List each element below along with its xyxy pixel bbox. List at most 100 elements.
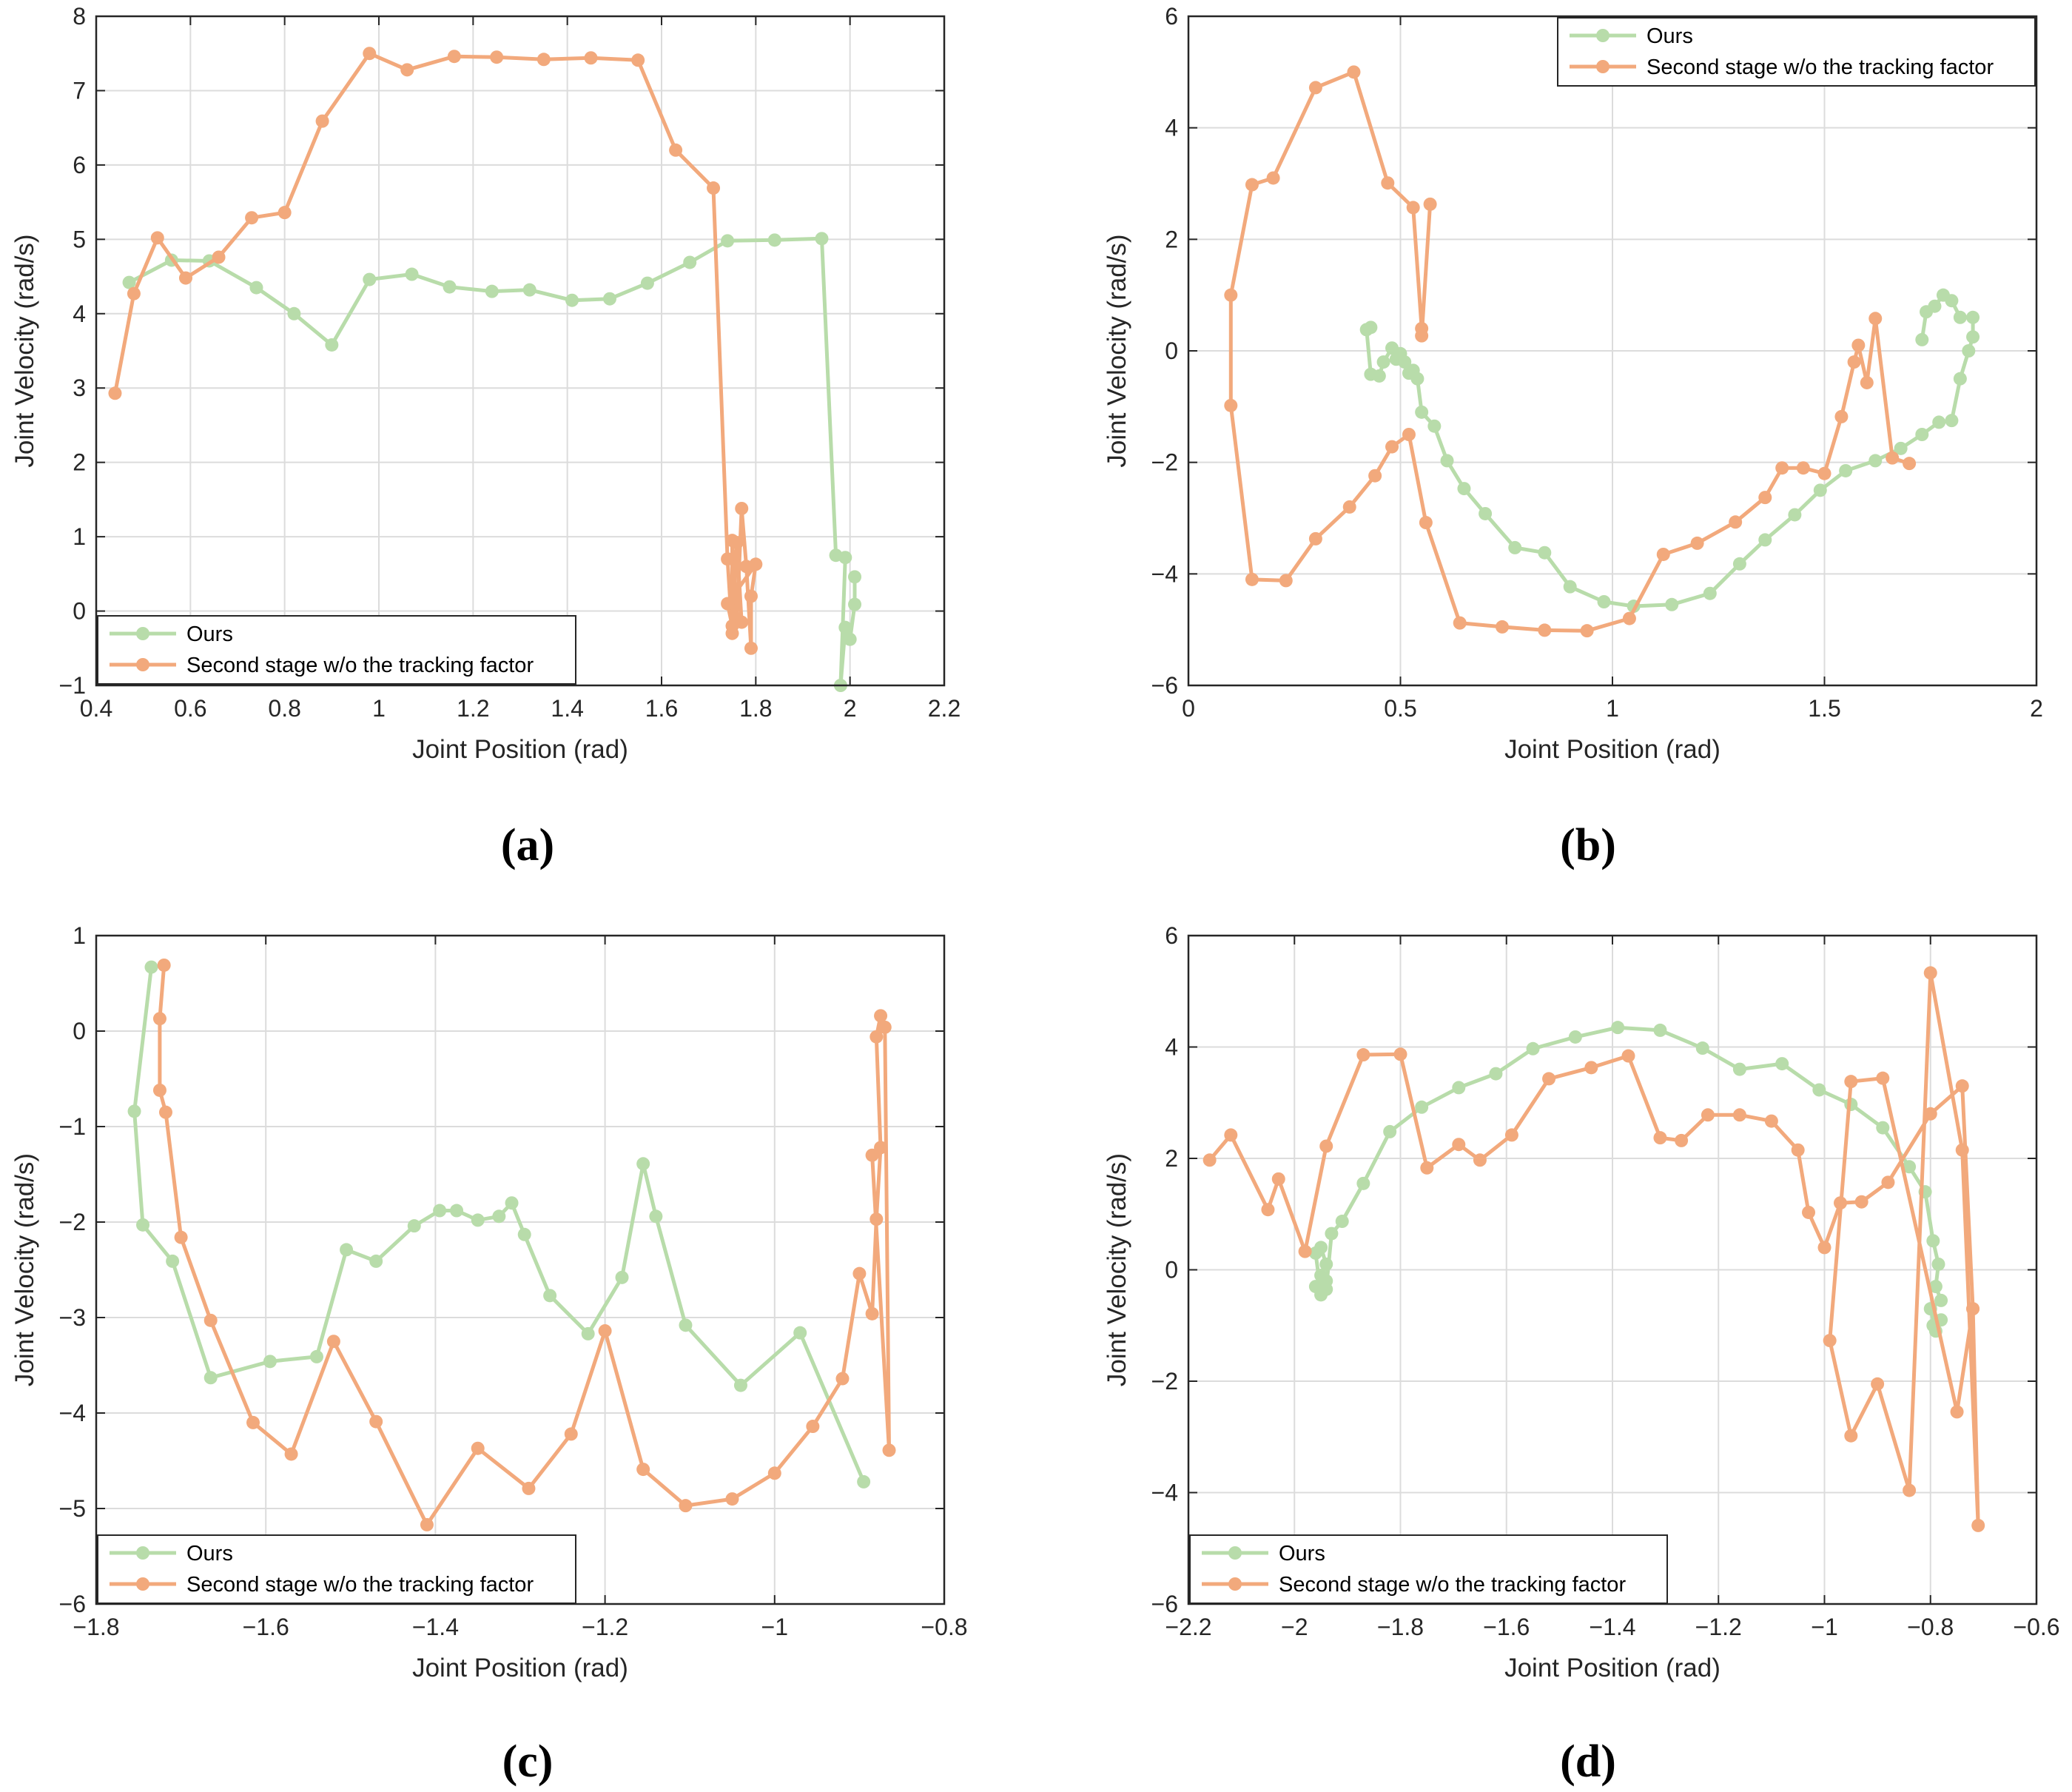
data-point	[1653, 1131, 1667, 1145]
data-point	[793, 1326, 807, 1340]
y-tick-label: 6	[1165, 922, 1178, 949]
data-point	[683, 255, 697, 269]
x-tick-label: 1.4	[551, 695, 583, 722]
data-point	[1261, 1203, 1275, 1217]
data-point	[744, 589, 758, 603]
data-point	[1415, 1100, 1429, 1114]
data-point	[1764, 1114, 1778, 1128]
data-point	[721, 597, 735, 611]
data-point	[882, 1443, 896, 1457]
x-tick-label: −1.8	[1377, 1614, 1424, 1640]
series-ours	[1308, 1021, 1948, 1338]
data-point	[326, 1335, 340, 1349]
legend-box	[97, 1534, 576, 1604]
x-tick-label: −0.8	[1907, 1614, 1954, 1640]
data-point	[878, 1020, 892, 1034]
data-point	[505, 1196, 519, 1210]
data-point	[1966, 330, 1980, 344]
y-tick-label: 2	[73, 449, 86, 476]
data-point	[870, 1030, 884, 1044]
y-tick-label: 1	[73, 523, 86, 550]
data-point	[1817, 1241, 1832, 1255]
data-point	[870, 1212, 884, 1226]
data-point	[744, 641, 758, 655]
data-point	[1758, 533, 1772, 547]
x-axis-label: Joint Position (rad)	[1504, 1654, 1720, 1682]
data-point	[749, 557, 763, 571]
data-point	[407, 1219, 421, 1233]
data-point	[263, 1355, 277, 1369]
data-point	[1920, 305, 1934, 319]
y-tick-label: −5	[59, 1495, 86, 1522]
data-point	[1245, 572, 1259, 586]
data-point	[564, 1427, 578, 1441]
data-point	[669, 143, 683, 157]
data-point	[1915, 428, 1929, 441]
legend-marker-second	[1596, 60, 1610, 73]
x-tick-label: −1.4	[1589, 1614, 1635, 1640]
data-point	[363, 47, 377, 61]
x-tick-label: 0.4	[80, 695, 112, 722]
data-point	[522, 283, 536, 297]
x-tick-label: −2.2	[1165, 1614, 1211, 1640]
x-tick-label: 2	[844, 695, 857, 722]
data-point	[1945, 414, 1959, 428]
data-point	[1538, 623, 1552, 637]
data-point	[1701, 1108, 1715, 1122]
legend-label-second: Second stage w/o the tracking factor	[186, 1573, 534, 1597]
data-point	[865, 1148, 879, 1162]
data-point	[1934, 1293, 1948, 1307]
data-point	[420, 1517, 434, 1531]
y-tick-label: 8	[73, 3, 86, 30]
y-tick-label: 0	[1165, 338, 1178, 364]
data-point	[565, 293, 579, 307]
data-point	[838, 620, 852, 634]
y-tick-label: −3	[59, 1304, 86, 1331]
data-point	[471, 1441, 485, 1455]
data-point	[1342, 500, 1356, 514]
data-point	[767, 1466, 781, 1480]
y-tick-label: 1	[73, 922, 86, 949]
data-point	[405, 267, 419, 281]
y-tick-label: 2	[1165, 226, 1178, 252]
data-point	[249, 281, 263, 295]
data-point	[1903, 1483, 1917, 1497]
data-point	[584, 51, 598, 65]
data-point	[152, 1083, 166, 1097]
data-point	[1356, 1176, 1370, 1190]
data-point	[1871, 1377, 1885, 1391]
data-point	[1847, 355, 1861, 369]
x-tick-label: 1.8	[739, 695, 772, 722]
legend-label-ours: Ours	[1279, 1542, 1325, 1566]
legend-marker-ours	[136, 627, 149, 640]
y-tick-label: 3	[73, 375, 86, 401]
data-point	[1359, 323, 1373, 337]
chart-panel-3: −1.8 −1.6 −1.4 −1.2 −1 −0.8 −6 −5 −4 −3 −2 −1 0 1 Join…	[10, 922, 968, 1787]
data-point	[707, 181, 721, 195]
y-tick-label: 0	[1165, 1257, 1178, 1283]
data-point	[1823, 1334, 1837, 1348]
y-tick-label: 0	[73, 598, 86, 625]
data-point	[1473, 1153, 1487, 1167]
data-point	[1860, 375, 1874, 389]
data-point	[1966, 1302, 1980, 1316]
data-point	[1298, 1244, 1312, 1258]
y-tick-label: −4	[59, 1400, 86, 1426]
legend-marker-ours	[1596, 29, 1610, 42]
data-point	[157, 958, 171, 972]
data-point	[204, 1371, 218, 1385]
x-tick-label: −1.6	[1483, 1614, 1530, 1640]
data-point	[127, 1104, 141, 1118]
data-point	[730, 536, 744, 550]
y-axis-label: Joint Velocity (rad/s)	[1103, 1153, 1131, 1386]
data-point	[174, 1230, 188, 1244]
data-point	[1423, 197, 1437, 211]
x-tick-label: −1.8	[73, 1614, 119, 1640]
x-tick-label: 1	[372, 695, 386, 722]
data-point	[144, 960, 158, 974]
plot-frame	[95, 15, 946, 687]
data-point	[1812, 1083, 1826, 1097]
data-point	[108, 386, 122, 400]
data-point	[865, 1306, 879, 1320]
